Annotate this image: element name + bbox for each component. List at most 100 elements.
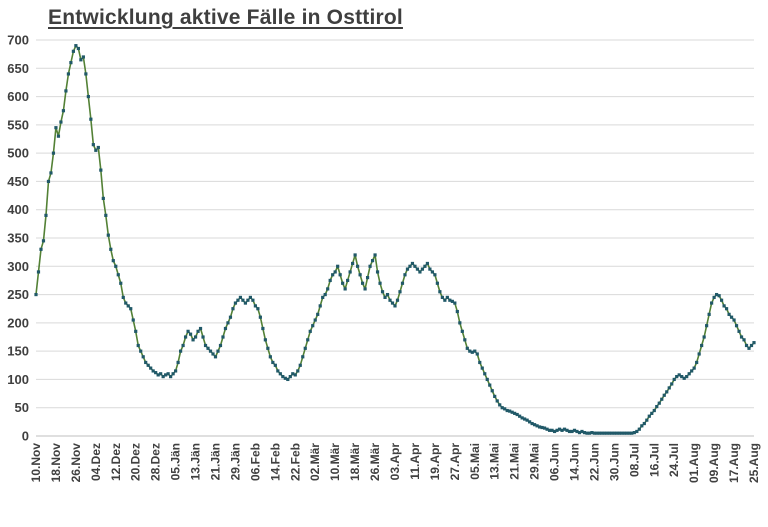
- data-point-marker: [321, 295, 325, 299]
- data-point-marker: [353, 253, 357, 257]
- data-point-marker: [86, 94, 90, 99]
- data-point-marker: [169, 375, 173, 379]
- data-point-marker: [460, 329, 464, 333]
- data-point-marker: [46, 179, 51, 184]
- data-point-marker: [695, 360, 699, 365]
- data-point-marker: [667, 386, 671, 390]
- data-point-marker: [191, 338, 195, 342]
- data-point-marker: [159, 372, 163, 376]
- data-point-marker: [555, 428, 559, 432]
- data-point-marker: [156, 373, 160, 377]
- data-point-marker: [722, 304, 726, 308]
- data-point-marker: [186, 329, 190, 333]
- data-point-marker: [500, 406, 504, 410]
- data-point-marker: [221, 335, 225, 339]
- y-axis-tick-label: 50: [15, 400, 29, 415]
- data-point-marker: [303, 346, 307, 350]
- data-point-marker: [425, 261, 430, 266]
- data-point-marker: [687, 372, 691, 376]
- data-point-marker: [276, 369, 280, 373]
- x-axis-tick-label: 03.Apr: [388, 443, 402, 481]
- data-point-marker: [562, 427, 567, 431]
- data-point-marker: [552, 429, 557, 434]
- data-point-marker: [111, 259, 115, 263]
- data-point-marker: [418, 270, 422, 274]
- data-point-marker: [640, 424, 644, 428]
- data-point-marker: [233, 301, 238, 305]
- data-point-marker: [380, 290, 385, 294]
- data-point-marker: [56, 134, 61, 138]
- data-point-marker: [343, 287, 347, 291]
- data-point-marker: [358, 273, 362, 277]
- data-point-marker: [453, 301, 457, 305]
- x-axis-tick-label: 01.Aug: [687, 443, 701, 483]
- x-axis-tick-label: 20.Dez: [129, 443, 143, 481]
- x-axis-tick-label: 10.Nov: [29, 443, 43, 483]
- data-point-marker: [166, 372, 170, 376]
- data-point-marker: [89, 117, 93, 121]
- data-point-marker: [518, 414, 522, 418]
- x-axis-tick-label: 21.Jän: [209, 443, 223, 480]
- y-axis-tick-label: 100: [7, 372, 29, 387]
- x-axis-tick-label: 14.Jun: [568, 443, 582, 481]
- data-point-marker: [346, 278, 350, 283]
- data-point-marker: [291, 372, 295, 376]
- x-axis-tick-label: 13.Jän: [189, 443, 203, 480]
- data-point-marker: [410, 261, 415, 266]
- data-point-marker: [226, 321, 230, 325]
- data-point-marker: [316, 312, 320, 316]
- data-point-marker: [201, 335, 205, 339]
- data-point-marker: [493, 394, 497, 398]
- data-point-marker: [338, 273, 342, 277]
- data-point-marker: [328, 278, 332, 283]
- data-point-marker: [450, 299, 454, 303]
- data-point-marker: [660, 397, 664, 401]
- data-point-marker: [241, 298, 245, 302]
- data-point-marker: [375, 270, 380, 274]
- x-axis-tick-label: 11.Apr: [408, 443, 422, 480]
- data-point-marker: [435, 281, 439, 285]
- data-point-marker: [478, 360, 482, 365]
- data-point-marker: [680, 375, 684, 379]
- data-point-marker: [236, 298, 240, 302]
- y-axis-tick-label: 400: [7, 202, 29, 217]
- data-point-marker: [533, 423, 537, 427]
- x-axis-tick-label: 05.Jän: [169, 443, 183, 480]
- data-point-marker: [729, 315, 734, 319]
- data-point-marker: [630, 431, 634, 435]
- data-point-marker: [308, 329, 312, 333]
- data-point-marker: [513, 411, 517, 415]
- y-axis-tick-label: 450: [7, 174, 29, 189]
- data-point-marker: [557, 427, 562, 431]
- data-point-marker: [485, 377, 489, 382]
- data-point-marker: [136, 343, 140, 348]
- data-point-marker: [34, 292, 38, 297]
- data-point-marker: [134, 329, 138, 333]
- data-point-marker: [535, 424, 539, 428]
- data-point-marker: [565, 428, 569, 432]
- data-point-marker: [348, 270, 352, 274]
- data-point-marker: [341, 281, 345, 285]
- data-point-marker: [600, 431, 604, 435]
- data-point-marker: [749, 343, 754, 348]
- chart-page: Entwicklung aktive Fälle in Osttirol 0 50…: [0, 6, 768, 527]
- data-point-marker: [149, 366, 153, 370]
- data-point-marker: [49, 171, 53, 175]
- data-point-marker: [183, 335, 188, 339]
- data-point-marker: [231, 307, 235, 311]
- data-point-marker: [146, 363, 150, 367]
- data-point-marker: [697, 352, 701, 356]
- data-point-marker: [567, 429, 572, 434]
- data-point-marker: [228, 315, 233, 319]
- data-point-marker: [79, 58, 83, 62]
- data-point-marker: [542, 426, 547, 430]
- data-point-marker: [64, 89, 68, 93]
- data-point-marker: [547, 428, 552, 432]
- y-axis-tick-label: 600: [7, 89, 29, 104]
- x-axis-tick-label: 22.Jun: [587, 443, 601, 481]
- data-point-marker: [318, 304, 322, 308]
- data-point-marker: [682, 376, 686, 380]
- data-point-marker: [690, 369, 694, 373]
- data-point-marker: [710, 301, 714, 305]
- x-axis-tick-label: 05.Mai: [468, 443, 482, 480]
